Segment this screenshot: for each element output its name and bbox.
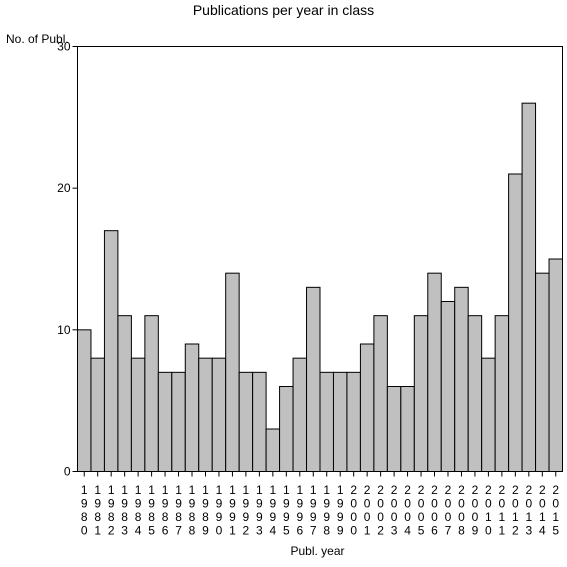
bar-2015 xyxy=(548,258,564,472)
y-tick-label: 30 xyxy=(57,40,71,54)
bar-1983 xyxy=(117,315,132,473)
bar-2005 xyxy=(413,315,429,473)
bar-1993 xyxy=(252,371,267,472)
y-tick-label: 0 xyxy=(64,465,71,479)
bar-2000 xyxy=(346,371,361,472)
bar-1980 xyxy=(77,329,92,472)
bar-1982 xyxy=(103,230,119,472)
y-axis-label: No. of Publ. xyxy=(6,32,69,46)
bar-2001 xyxy=(359,343,375,472)
bar-2013 xyxy=(521,102,537,472)
y-tick-label: 20 xyxy=(57,181,71,195)
bar-1990 xyxy=(211,357,227,473)
bars-group xyxy=(77,102,564,473)
bar-2009 xyxy=(467,315,483,473)
bar-1991 xyxy=(225,272,240,473)
bar-1981 xyxy=(90,357,105,473)
x-axis-label: Publ. year xyxy=(290,544,345,558)
bar-1986 xyxy=(157,371,173,472)
bar-2014 xyxy=(535,272,550,473)
bar-1989 xyxy=(198,357,213,473)
bar-2004 xyxy=(400,386,415,472)
y-tick-label: 10 xyxy=(57,323,71,337)
bar-2006 xyxy=(427,272,442,473)
bar-2008 xyxy=(454,286,469,472)
bar-1985 xyxy=(144,315,159,473)
bar-1988 xyxy=(184,343,200,472)
chart-title: Publications per year in class xyxy=(192,2,375,18)
bar-1987 xyxy=(171,371,186,472)
bar-2007 xyxy=(440,301,456,472)
bar-1994 xyxy=(265,428,281,472)
bar-2002 xyxy=(373,315,388,473)
bar-2003 xyxy=(386,386,402,472)
plot-frame xyxy=(77,46,563,472)
bar-1998 xyxy=(319,371,334,472)
bar-1995 xyxy=(279,386,294,472)
bar-2012 xyxy=(508,173,523,472)
bar-2011 xyxy=(494,315,510,473)
x-axis: 1 9 8 0 1 9 8 1 1 9 8 2 1 9 8 3 1 9 8 4 1 9 8 5 1 9 8 6 1 9 8 7 1 9 8 8 1 9 8 9… xyxy=(81,471,559,538)
y-axis: 0 10 20 30 xyxy=(57,40,78,479)
bar-1999 xyxy=(332,371,348,472)
bar-1984 xyxy=(130,357,146,473)
bar-1997 xyxy=(306,286,321,472)
bar-2010 xyxy=(481,357,496,473)
bar-1996 xyxy=(292,357,308,473)
bar-1992 xyxy=(238,371,254,472)
